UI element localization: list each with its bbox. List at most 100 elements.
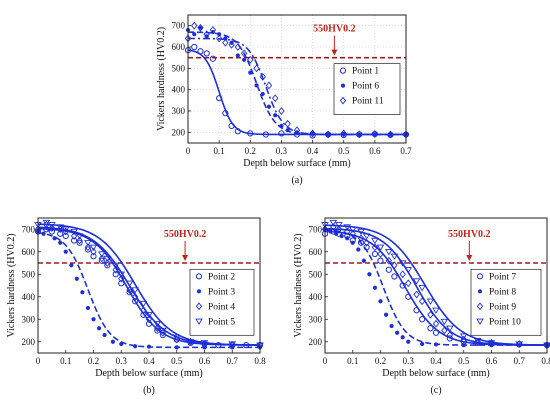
y-tick-label: 600 bbox=[309, 247, 323, 257]
x-tick-label: 0.5 bbox=[171, 356, 183, 366]
data-point bbox=[395, 330, 400, 335]
threshold-arrow-head bbox=[466, 255, 473, 261]
data-point bbox=[335, 225, 343, 234]
data-point bbox=[399, 282, 406, 289]
data-point bbox=[349, 229, 356, 238]
x-tick-label: 0.4 bbox=[143, 356, 155, 366]
legend-entry: Point 2 bbox=[208, 272, 235, 282]
data-point bbox=[222, 110, 229, 117]
data-point bbox=[209, 55, 217, 62]
data-point bbox=[433, 342, 439, 347]
data-point bbox=[125, 280, 134, 287]
data-point bbox=[203, 30, 210, 39]
data-point bbox=[405, 293, 412, 300]
x-tick-label: 0.5 bbox=[458, 356, 470, 366]
data-point bbox=[371, 237, 379, 245]
threshold-label: 550HV0.2 bbox=[448, 229, 491, 240]
data-point bbox=[70, 232, 78, 240]
data-point bbox=[361, 258, 366, 263]
y-axis-label: Vickers hardness (HV0.2) bbox=[293, 233, 304, 337]
y-tick-label: 400 bbox=[22, 292, 36, 302]
data-point bbox=[426, 298, 435, 305]
data-point bbox=[229, 40, 234, 45]
data-point bbox=[399, 270, 406, 279]
y-axis-label: Vickers hardness (HV0.2) bbox=[156, 27, 167, 131]
data-point bbox=[84, 240, 92, 247]
data-point bbox=[254, 83, 259, 88]
legend-marker bbox=[477, 289, 483, 294]
y-tick-label: 600 bbox=[172, 42, 186, 52]
x-tick-label: 0.4 bbox=[430, 356, 442, 366]
legend-marker bbox=[476, 273, 484, 280]
x-tick-label: 0.8 bbox=[541, 356, 550, 366]
data-point bbox=[191, 21, 198, 30]
y-tick-label: 200 bbox=[22, 337, 36, 347]
data-point bbox=[192, 32, 197, 37]
legend-entry: Point 6 bbox=[352, 82, 379, 92]
data-point bbox=[404, 267, 413, 274]
x-tick-label: 0.1 bbox=[347, 356, 358, 366]
data-point bbox=[173, 335, 180, 344]
data-point bbox=[279, 123, 284, 129]
data-point bbox=[234, 43, 242, 51]
x-tick-label: 0.1 bbox=[214, 146, 225, 156]
data-point bbox=[432, 319, 440, 328]
fit-curve-point-5 bbox=[37, 223, 261, 346]
data-point bbox=[350, 240, 355, 245]
data-point bbox=[104, 262, 111, 269]
y-tick-label: 300 bbox=[172, 106, 186, 116]
data-point bbox=[132, 298, 139, 305]
data-point bbox=[391, 261, 398, 270]
data-point bbox=[140, 311, 147, 318]
data-point bbox=[273, 113, 278, 118]
data-point bbox=[420, 341, 425, 347]
data-point bbox=[446, 331, 454, 339]
data-point bbox=[174, 345, 179, 350]
data-point bbox=[391, 273, 398, 280]
legend-box bbox=[189, 268, 255, 336]
threshold-label: 550HV0.2 bbox=[313, 24, 356, 35]
data-point bbox=[52, 236, 57, 241]
data-point bbox=[58, 240, 63, 245]
y-tick-label: 600 bbox=[22, 247, 36, 257]
data-point bbox=[198, 25, 203, 30]
data-point bbox=[131, 287, 139, 294]
data-point bbox=[197, 23, 204, 32]
data-point bbox=[76, 239, 83, 246]
x-tick-label: 0.7 bbox=[227, 356, 239, 366]
data-point bbox=[191, 43, 198, 51]
x-tick-label: 0 bbox=[186, 146, 191, 156]
data-point bbox=[62, 232, 69, 240]
data-point bbox=[146, 344, 152, 349]
panel-label: (b) bbox=[143, 385, 155, 396]
data-point bbox=[385, 256, 393, 265]
data-point bbox=[345, 236, 350, 241]
data-point bbox=[371, 130, 379, 138]
legend-marker bbox=[476, 302, 484, 311]
data-point bbox=[84, 243, 92, 252]
y-tick-label: 400 bbox=[172, 85, 186, 95]
legend-entry: Point 4 bbox=[208, 302, 235, 312]
data-point bbox=[75, 233, 84, 240]
data-point bbox=[446, 325, 454, 332]
data-point bbox=[334, 231, 339, 236]
data-point bbox=[367, 272, 372, 277]
data-point bbox=[216, 95, 223, 102]
x-tick-label: 0.2 bbox=[88, 356, 99, 366]
data-point bbox=[348, 226, 357, 233]
data-point bbox=[262, 131, 269, 138]
legend-entry: Point 11 bbox=[352, 97, 384, 107]
data-point bbox=[412, 278, 421, 285]
x-tick-label: 0.5 bbox=[338, 146, 350, 156]
data-point bbox=[153, 321, 162, 328]
data-point bbox=[427, 310, 434, 319]
y-tick-label: 500 bbox=[22, 269, 36, 279]
threshold-label: 550HV0.2 bbox=[164, 229, 207, 240]
data-point bbox=[398, 260, 407, 267]
data-point bbox=[186, 339, 195, 346]
data-point bbox=[376, 244, 385, 251]
legend-entry: Point 8 bbox=[489, 287, 516, 297]
data-point bbox=[340, 129, 347, 138]
data-point bbox=[326, 132, 331, 137]
y-tick-label: 200 bbox=[172, 127, 186, 137]
